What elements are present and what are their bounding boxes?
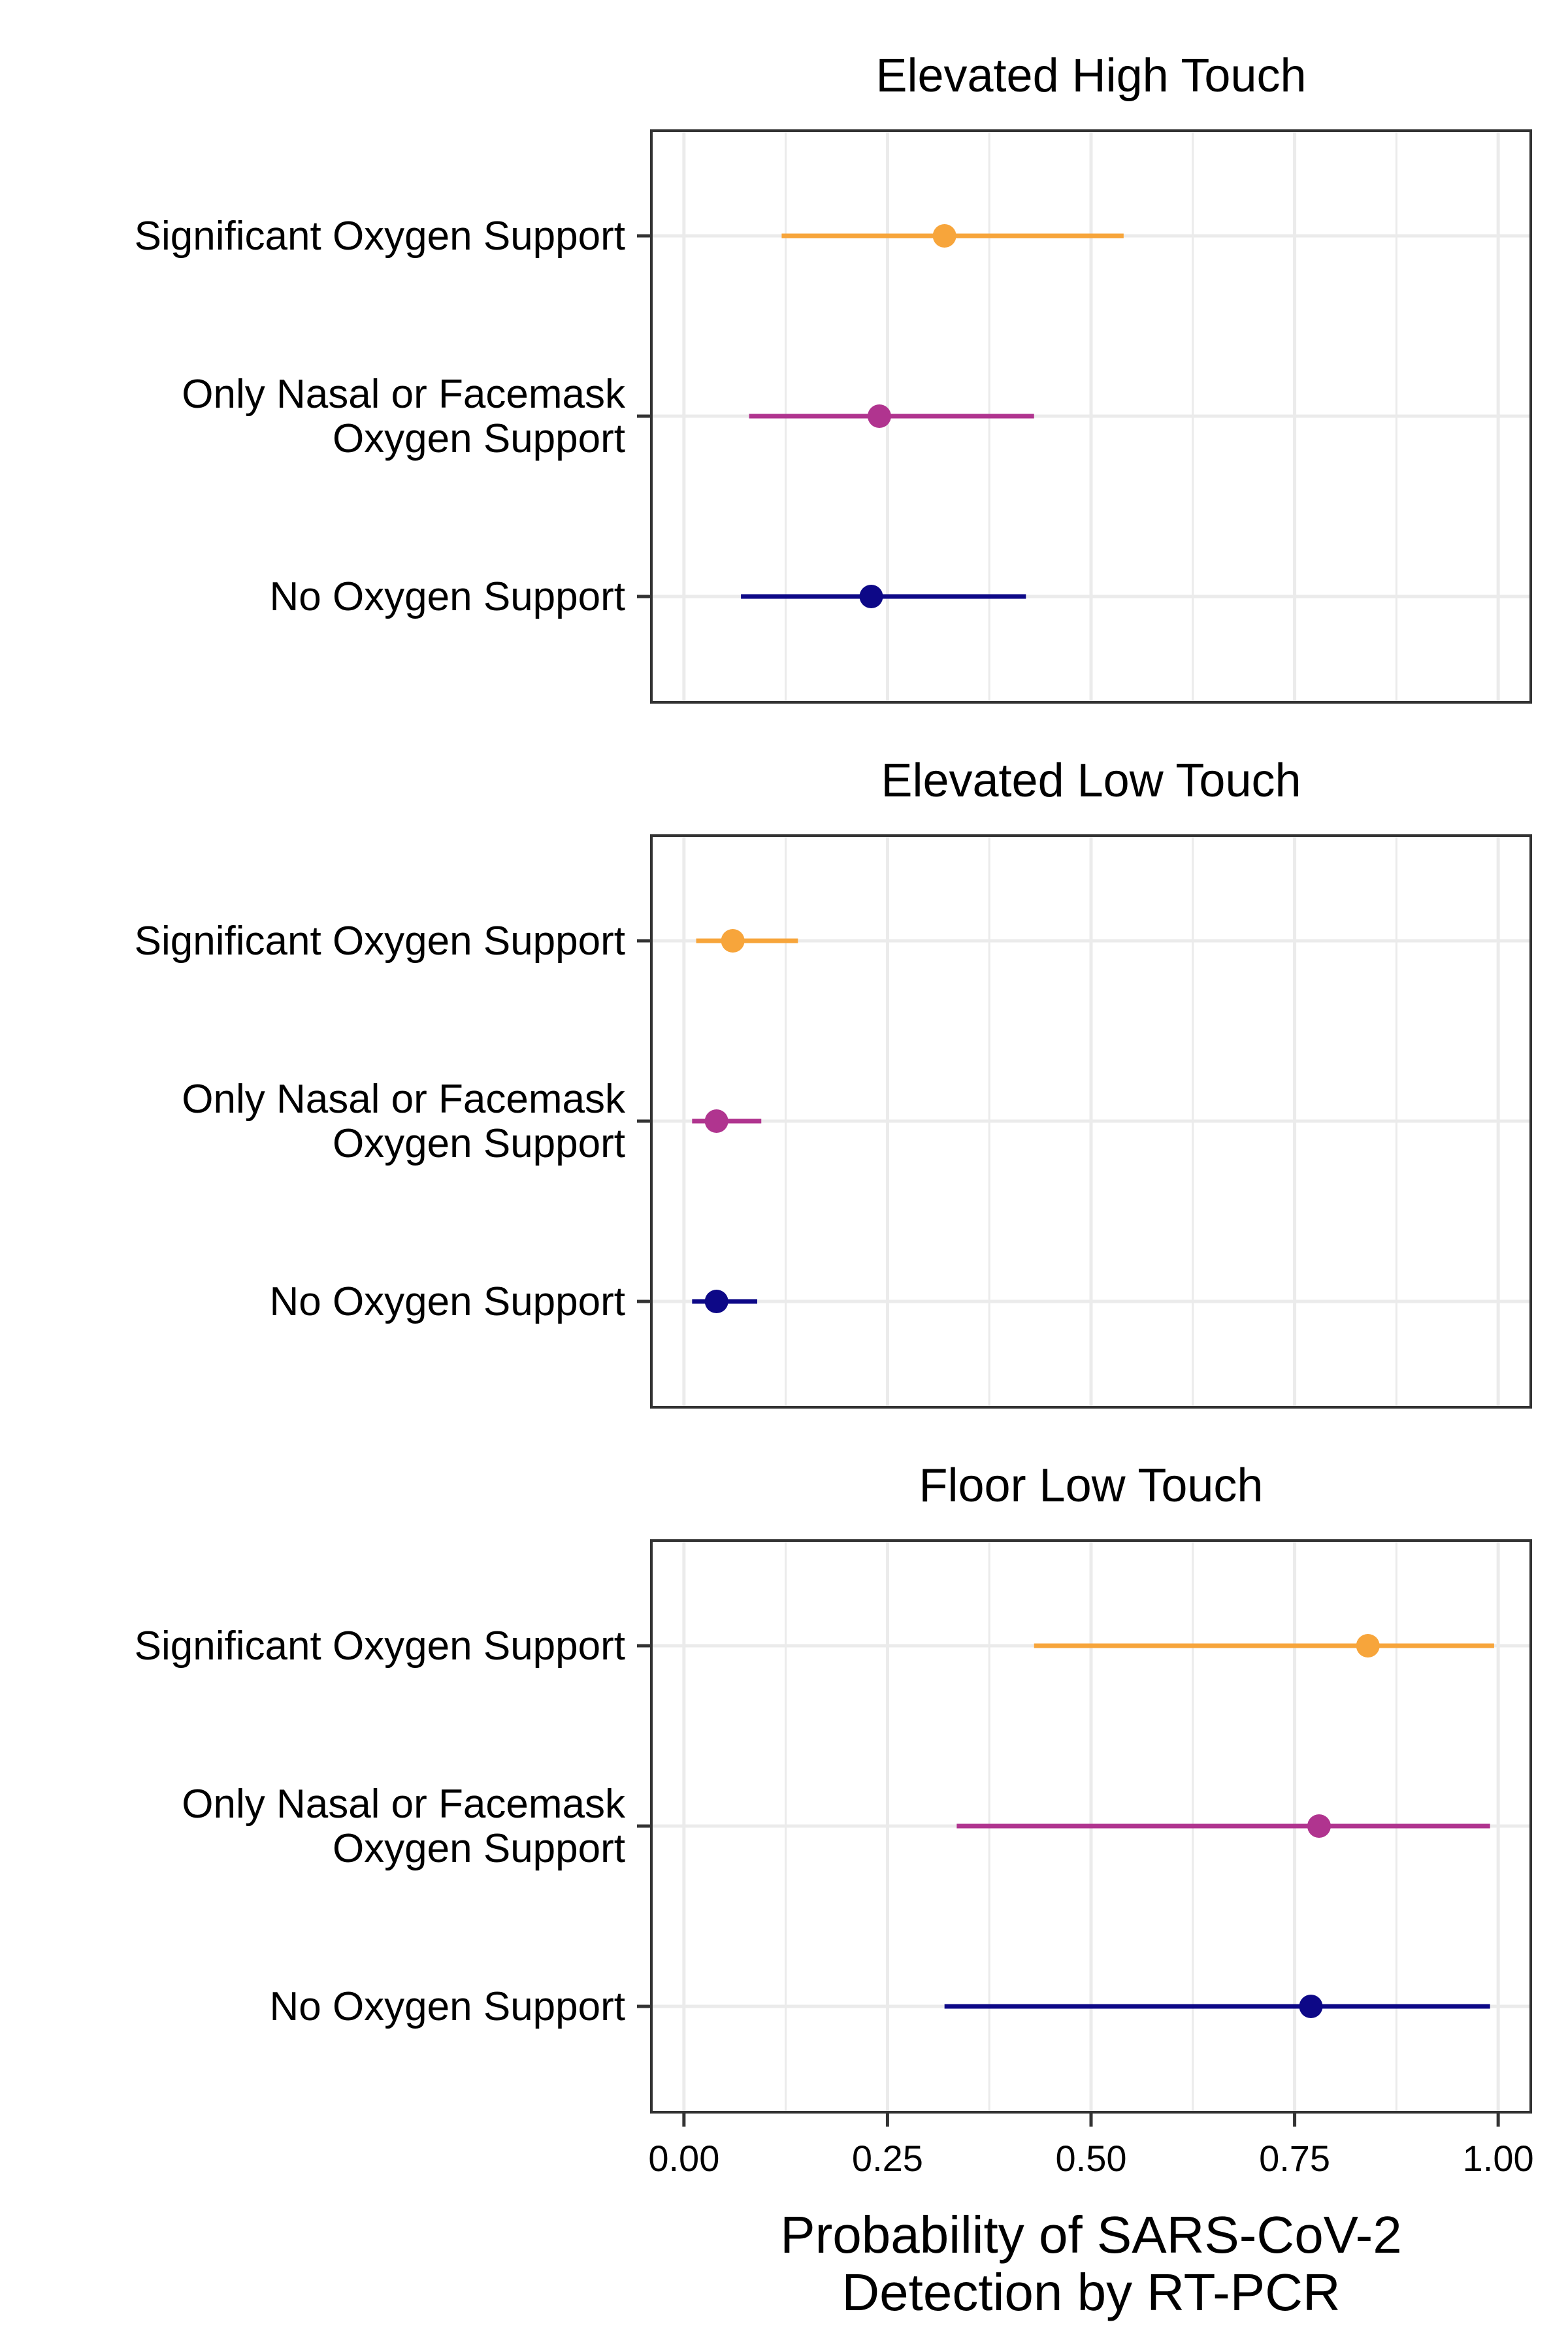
panel-border xyxy=(650,834,1532,1409)
category-label: Significant Oxygen Support xyxy=(135,919,625,964)
category-label: No Oxygen Support xyxy=(269,1984,625,2029)
x-tick-label: 0.50 xyxy=(1056,2138,1127,2179)
panel-border xyxy=(650,129,1532,704)
category-label: Only Nasal or Facemask Oxygen Support xyxy=(182,372,626,461)
panel-title: Elevated High Touch xyxy=(875,50,1306,102)
x-tick-label: 0.25 xyxy=(852,2138,923,2179)
category-label: No Oxygen Support xyxy=(269,1279,625,1324)
point-estimate xyxy=(932,224,956,248)
category-label: Only Nasal or Facemask Oxygen Support xyxy=(182,1077,626,1166)
x-axis-title: Probability of SARS-CoV-2 Detection by RT… xyxy=(780,2206,1402,2321)
point-estimate xyxy=(721,929,745,953)
panel-title: Floor Low Touch xyxy=(919,1460,1264,1512)
x-tick-label: 0.00 xyxy=(648,2138,719,2179)
point-estimate xyxy=(1299,1995,1323,2018)
category-label: Significant Oxygen Support xyxy=(135,1624,625,1669)
point-estimate xyxy=(1356,1634,1380,1658)
point-estimate xyxy=(867,404,891,428)
x-tick-label: 0.75 xyxy=(1259,2138,1330,2179)
x-tick-label: 1.00 xyxy=(1463,2138,1534,2179)
point-estimate xyxy=(704,1109,728,1133)
category-label: No Oxygen Support xyxy=(269,574,625,619)
category-label: Only Nasal or Facemask Oxygen Support xyxy=(182,1782,626,1871)
category-label: Significant Oxygen Support xyxy=(135,214,625,259)
point-estimate xyxy=(859,585,883,608)
point-estimate xyxy=(1307,1814,1331,1838)
point-estimate xyxy=(704,1290,728,1313)
panel-title: Elevated Low Touch xyxy=(881,755,1301,807)
